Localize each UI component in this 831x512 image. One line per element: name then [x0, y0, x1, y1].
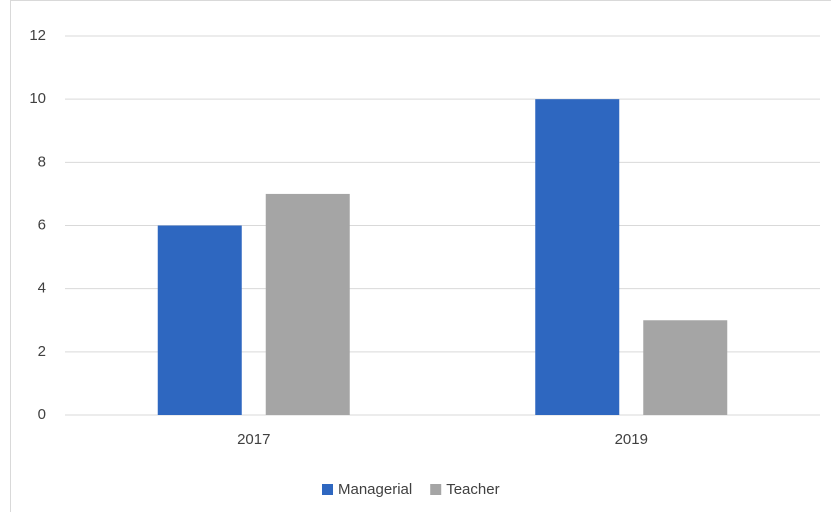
y-tick-label: 2 — [38, 343, 46, 360]
y-tick-label: 10 — [29, 90, 46, 107]
x-tick-label: 2019 — [615, 431, 648, 448]
x-tick-label: 2017 — [237, 431, 270, 448]
y-tick-label: 6 — [38, 216, 46, 233]
chart-border — [10, 0, 831, 512]
y-tick-label: 0 — [38, 406, 46, 423]
legend-label: Managerial — [338, 481, 412, 498]
legend-label: Teacher — [446, 481, 499, 498]
bar — [535, 99, 620, 416]
legend-swatch — [430, 484, 442, 495]
bar — [157, 225, 242, 415]
bar — [643, 320, 728, 415]
y-tick-label: 4 — [38, 280, 46, 297]
bar — [265, 193, 350, 415]
y-tick-label: 12 — [29, 27, 46, 44]
y-tick-label: 8 — [38, 153, 46, 170]
legend-swatch — [322, 484, 333, 495]
